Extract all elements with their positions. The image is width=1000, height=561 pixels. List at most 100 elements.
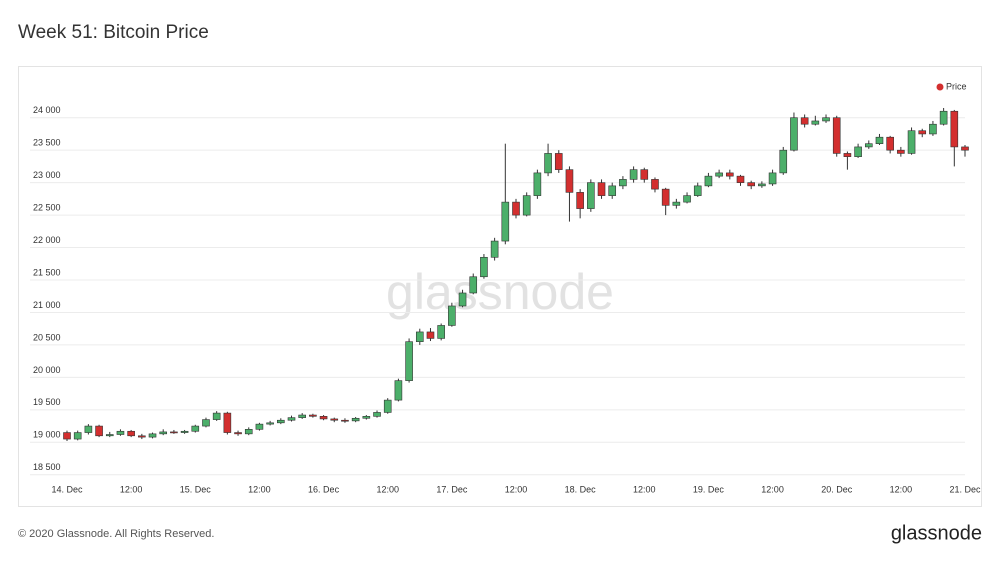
- candle-body: [448, 305, 456, 326]
- candle-body: [640, 169, 649, 180]
- legend-label: Price: [946, 81, 967, 91]
- x-tick-label: 14. Dec: [51, 484, 83, 494]
- x-tick-label: 16. Dec: [308, 484, 340, 494]
- y-tick-label: 23 500: [33, 138, 61, 148]
- candle-body: [629, 169, 638, 180]
- x-tick-label: 12:00: [890, 484, 913, 494]
- candle-body: [843, 153, 852, 157]
- candle-body: [811, 120, 820, 125]
- candle-body: [116, 430, 125, 435]
- candle-body: [693, 185, 702, 196]
- brand-logo: glassnode: [891, 522, 982, 544]
- candle-body: [105, 434, 114, 437]
- candle-body: [939, 110, 948, 125]
- candle-body: [84, 425, 93, 433]
- x-tick-label: 12:00: [376, 484, 399, 494]
- candle-body: [854, 146, 862, 157]
- x-tick-label: 15. Dec: [180, 484, 212, 494]
- candle-body: [63, 432, 71, 440]
- candle-body: [715, 172, 723, 177]
- candle-body: [758, 183, 766, 187]
- candle-body: [170, 431, 178, 434]
- candle-body: [554, 153, 563, 170]
- y-tick-label: 20 500: [33, 332, 61, 342]
- candle-body: [127, 430, 135, 437]
- candle-body: [319, 416, 328, 420]
- candle-body: [608, 185, 617, 196]
- candle-body: [437, 325, 445, 339]
- candle-body: [480, 256, 488, 278]
- candle-body: [212, 412, 221, 420]
- candle-body: [330, 418, 339, 421]
- y-tick-label: 21 000: [33, 300, 61, 310]
- candle-body: [875, 136, 884, 144]
- candle-body: [683, 195, 691, 203]
- candle-body: [373, 412, 381, 417]
- candle-body: [95, 425, 103, 437]
- y-tick-label: 23 000: [33, 170, 61, 180]
- candle-body: [501, 201, 510, 242]
- candle-body: [138, 435, 146, 438]
- footer: © 2020 Glassnode. All Rights Reserved.: [18, 528, 214, 540]
- y-tick-label: 22 500: [33, 202, 61, 212]
- candle-body: [415, 331, 424, 342]
- candle-body: [736, 175, 745, 183]
- candle-body: [768, 172, 777, 185]
- candle-body: [426, 331, 435, 339]
- candle-body: [726, 172, 734, 177]
- candle-body: [341, 419, 349, 422]
- y-tick-label: 22 000: [33, 235, 61, 245]
- candle-body: [897, 149, 905, 154]
- candle-body: [458, 292, 467, 307]
- candle-body: [597, 182, 606, 196]
- x-tick-label: 12:00: [761, 484, 784, 494]
- candle-body: [822, 117, 830, 122]
- candle-body: [950, 110, 959, 148]
- candle-body: [651, 179, 659, 190]
- x-tick-label: 12:00: [505, 484, 528, 494]
- x-tick-label: 18. Dec: [565, 484, 597, 494]
- candle-body: [405, 341, 413, 381]
- candle-body: [747, 182, 755, 187]
- candle-body: [576, 192, 584, 209]
- candle-body: [661, 188, 670, 206]
- candle-body: [234, 432, 242, 435]
- candle-body: [512, 201, 520, 216]
- candle-body: [587, 182, 595, 209]
- y-tick-label: 19 000: [33, 430, 61, 440]
- y-tick-label: 18 500: [33, 462, 61, 472]
- legend-marker: [936, 83, 944, 91]
- candle-body: [244, 429, 253, 435]
- x-tick-label: 20. Dec: [821, 484, 853, 494]
- candle-body: [255, 423, 264, 430]
- candles: Price: [63, 81, 969, 441]
- candle-body: [202, 419, 210, 427]
- x-tick-label: 12:00: [633, 484, 656, 494]
- watermark: glassnode: [386, 264, 614, 320]
- candle-body: [918, 130, 927, 135]
- candle-body: [619, 179, 627, 187]
- candle-body: [277, 419, 285, 424]
- candle-body: [790, 117, 798, 151]
- candle-body: [469, 276, 478, 294]
- candle-body: [383, 399, 392, 413]
- candle-body: [148, 433, 157, 438]
- candle-body: [159, 431, 168, 435]
- candle-body: [864, 143, 873, 148]
- candle-body: [351, 417, 360, 422]
- candle-body: [907, 130, 916, 154]
- candle-body: [191, 425, 200, 432]
- x-tick-label: 12:00: [120, 484, 143, 494]
- candle-body: [287, 417, 296, 421]
- candle-body: [832, 117, 841, 154]
- y-tick-label: 24 000: [33, 105, 61, 115]
- candle-body: [309, 414, 317, 417]
- candle-body: [73, 432, 82, 440]
- candle-body: [929, 123, 937, 135]
- chart-title: Week 51: Bitcoin Price: [18, 22, 209, 43]
- candle-body: [544, 153, 552, 174]
- x-tick-label: 17. Dec: [436, 484, 468, 494]
- y-tick-label: 21 500: [33, 267, 61, 277]
